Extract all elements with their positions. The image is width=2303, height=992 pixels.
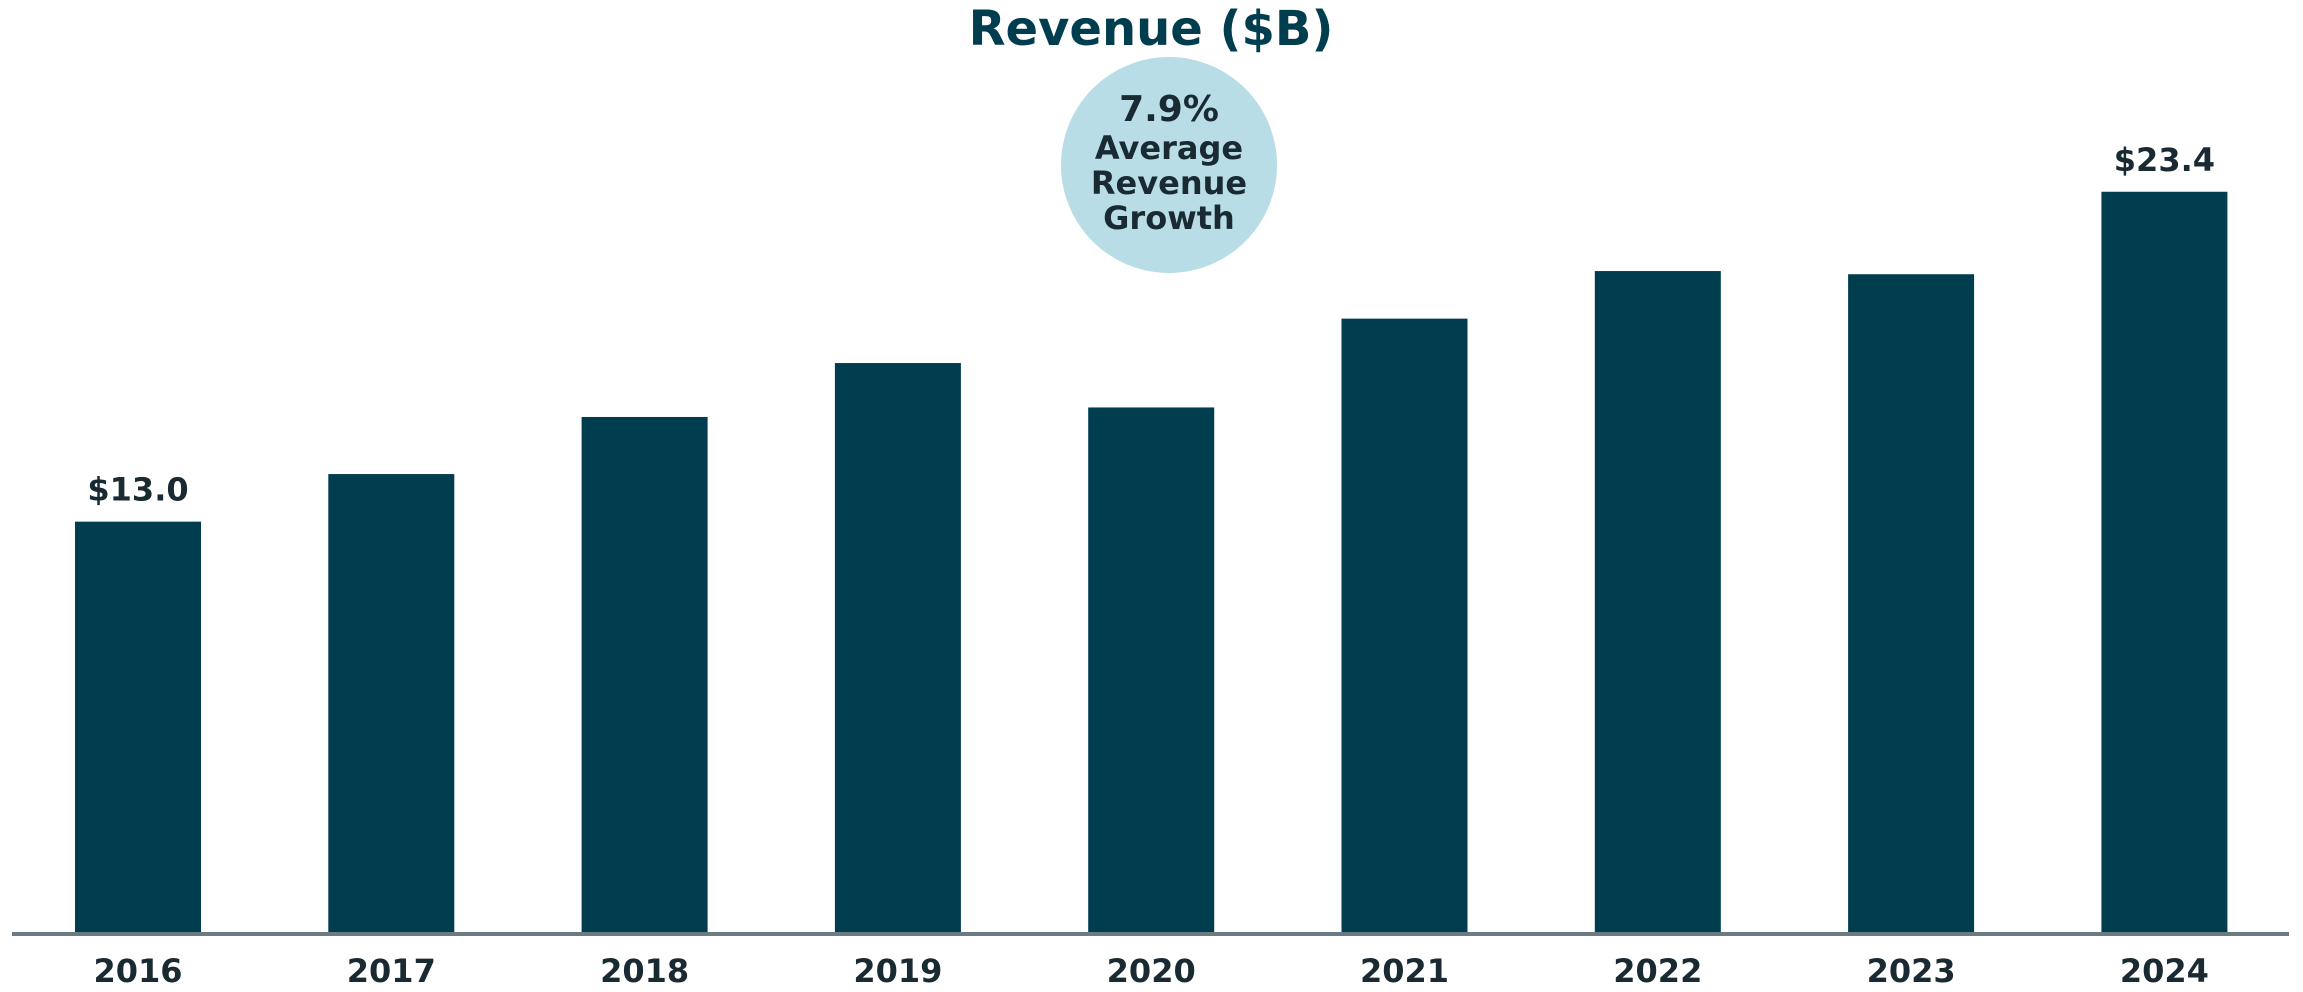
bar	[1088, 407, 1215, 934]
bar	[1594, 271, 1721, 934]
bar	[834, 363, 961, 934]
bar	[581, 416, 708, 934]
x-tick-label: 2016	[93, 952, 182, 990]
annotation-bubble	[1061, 57, 1277, 273]
chart-title: Revenue ($B)	[969, 1, 1334, 57]
bar	[1341, 318, 1468, 935]
x-tick-label: 2022	[1613, 952, 1702, 990]
x-tick-label: 2019	[853, 952, 942, 990]
x-tick-label: 2020	[1107, 952, 1196, 990]
bar	[75, 521, 201, 934]
x-tick-label: 2023	[1867, 952, 1956, 990]
bar	[2101, 191, 2228, 934]
x-tick-label: 2017	[347, 952, 436, 990]
bar	[1848, 274, 1975, 934]
annotation-text: Revenue	[1091, 164, 1247, 202]
annotation-text: Growth	[1103, 199, 1235, 237]
annotation-value: 7.9%	[1119, 89, 1219, 130]
data-label: $23.4	[2114, 141, 2215, 179]
x-tick-label: 2024	[2120, 952, 2209, 990]
data-label: $13.0	[87, 471, 188, 509]
x-tick-label: 2018	[600, 952, 689, 990]
x-tick-label: 2021	[1360, 952, 1449, 990]
annotation-text: Average	[1095, 129, 1243, 167]
bar	[328, 474, 455, 934]
